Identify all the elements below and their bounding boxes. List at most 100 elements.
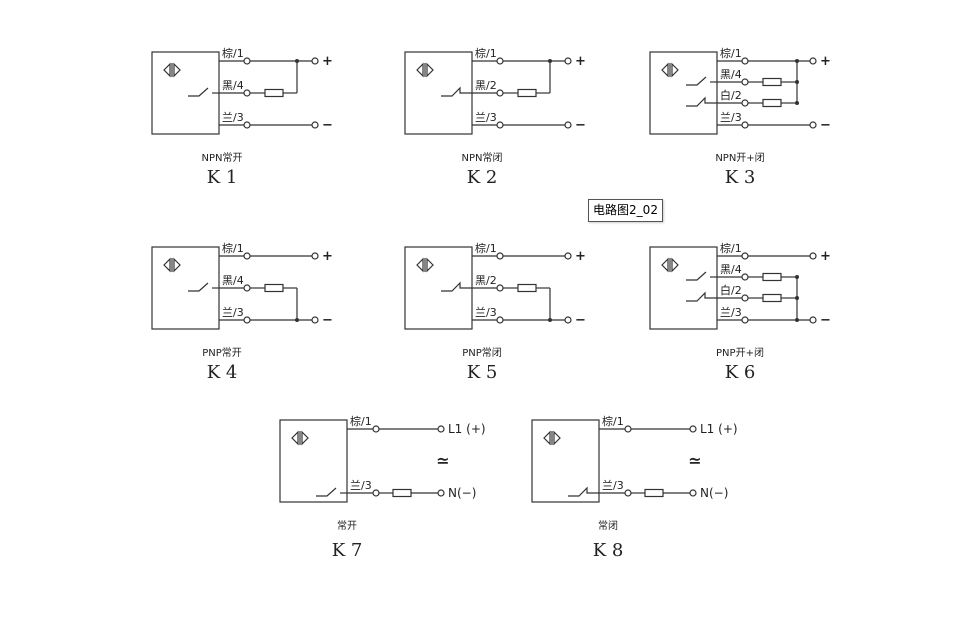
no-switch — [686, 271, 707, 281]
diagram-id: K 1 — [207, 167, 238, 188]
junction-dot — [795, 318, 799, 322]
wire-circle — [741, 99, 749, 107]
wire-label: 黑/4 — [720, 263, 742, 276]
diagram-caption: PNP开+闭 — [716, 346, 764, 359]
wire-label: 棕/1 — [475, 241, 497, 255]
tooltip: 电路图2_02 — [588, 199, 663, 222]
terminal-circle — [809, 316, 817, 324]
wire-label: 兰/3 — [222, 306, 244, 319]
diagram-k3: 棕/1 黑/4 白/2 兰/3 + − — [649, 46, 831, 135]
sensor-box — [151, 51, 220, 135]
wire-label: 白/2 — [720, 88, 742, 102]
wire-circle — [243, 89, 251, 97]
nc-switch — [686, 96, 717, 107]
terminal-circle — [809, 121, 817, 129]
wire-circle — [624, 425, 632, 433]
diagram-caption: PNP常开 — [202, 346, 242, 359]
wire-circle — [372, 489, 380, 497]
junction-dot — [295, 59, 299, 63]
diagram-caption: 常闭 — [598, 519, 618, 532]
wire-label: 兰/3 — [602, 479, 624, 492]
terminal-circle — [437, 489, 445, 497]
terminal-label-n: N(−) — [700, 486, 728, 500]
ac-symbol: ≃ — [688, 451, 701, 470]
wire-circle — [496, 252, 504, 260]
proximity-sensor-icon — [661, 257, 679, 273]
proximity-sensor-icon — [416, 257, 434, 273]
wire-label: 白/2 — [720, 283, 742, 297]
wire-circle — [741, 316, 749, 324]
terminal-circle — [311, 316, 319, 324]
junction-dot — [795, 59, 799, 63]
junction-dot — [548, 59, 552, 63]
terminal-circle — [564, 252, 572, 260]
diagram-caption: 常开 — [337, 519, 357, 532]
wire-label: 黑/4 — [222, 274, 244, 287]
wire-circle — [741, 78, 749, 86]
diagram-id: K 3 — [725, 167, 756, 188]
wire-circle — [741, 273, 749, 281]
diagram-k5: 棕/1 黑/2 兰/3 + − — [404, 241, 586, 330]
wire-label: 棕/1 — [602, 414, 624, 428]
terminal-circle — [809, 252, 817, 260]
resistor — [264, 283, 284, 293]
wire-label: 兰/3 — [222, 111, 244, 124]
wire-label: 黑/2 — [475, 274, 497, 287]
sensor-box — [649, 51, 718, 135]
wire-circle — [496, 121, 504, 129]
proximity-sensor-icon — [661, 62, 679, 78]
wire-label: 棕/1 — [222, 46, 244, 60]
proximity-sensor-icon — [163, 257, 181, 273]
terminal-circle — [564, 57, 572, 65]
diagram-k1: 棕/1 黑/4 兰/3 + − — [151, 46, 333, 135]
wire-label: 棕/1 — [475, 46, 497, 60]
diagram-caption: NPN常闭 — [462, 151, 503, 164]
sensor-box — [151, 246, 220, 330]
wire-circle — [243, 57, 251, 65]
wire-label: 黑/4 — [222, 79, 244, 92]
wire-circle — [496, 89, 504, 97]
diagram-id: K 2 — [467, 167, 498, 188]
resistor — [517, 88, 537, 98]
terminal-plus: + — [820, 249, 831, 264]
wire-circle — [243, 252, 251, 260]
wire-circle — [741, 252, 749, 260]
wire-circle — [741, 294, 749, 302]
diagram-id: K 8 — [593, 540, 624, 561]
wire-label: 兰/3 — [475, 111, 497, 124]
terminal-label-l1: L1 (+) — [448, 422, 486, 436]
terminal-circle — [311, 121, 319, 129]
nc-switch — [441, 86, 472, 97]
resistor — [392, 488, 412, 498]
terminal-minus: − — [322, 313, 333, 328]
terminal-minus: − — [322, 118, 333, 133]
diagram-id: K 5 — [467, 362, 498, 383]
diagram-k8: 棕/1 兰/3 L1 (+) N(−) ≃ — [531, 414, 738, 503]
nc-switch — [441, 281, 472, 292]
terminal-circle — [564, 121, 572, 129]
diagram-caption: NPN开+闭 — [715, 151, 764, 164]
diagram-id: K 7 — [332, 540, 363, 561]
wire-circle — [741, 57, 749, 65]
wire-circle — [243, 284, 251, 292]
resistor — [762, 98, 782, 108]
wire-label: 兰/3 — [720, 111, 742, 124]
junction-dot — [295, 318, 299, 322]
no-switch — [188, 87, 209, 97]
wire-circle — [496, 57, 504, 65]
no-switch — [188, 282, 209, 292]
sensor-box — [531, 419, 600, 503]
terminal-circle — [311, 57, 319, 65]
resistor — [762, 293, 782, 303]
junction-dot — [548, 318, 552, 322]
terminal-minus: − — [575, 313, 586, 328]
terminal-circle — [437, 425, 445, 433]
terminal-label-l1: L1 (+) — [700, 422, 738, 436]
nc-switch — [568, 486, 599, 497]
sensor-box — [649, 246, 718, 330]
no-switch — [316, 487, 337, 497]
diagram-k2: 棕/1 黑/2 兰/3 + − — [404, 46, 586, 135]
terminal-plus: + — [575, 249, 586, 264]
resistor — [762, 272, 782, 282]
